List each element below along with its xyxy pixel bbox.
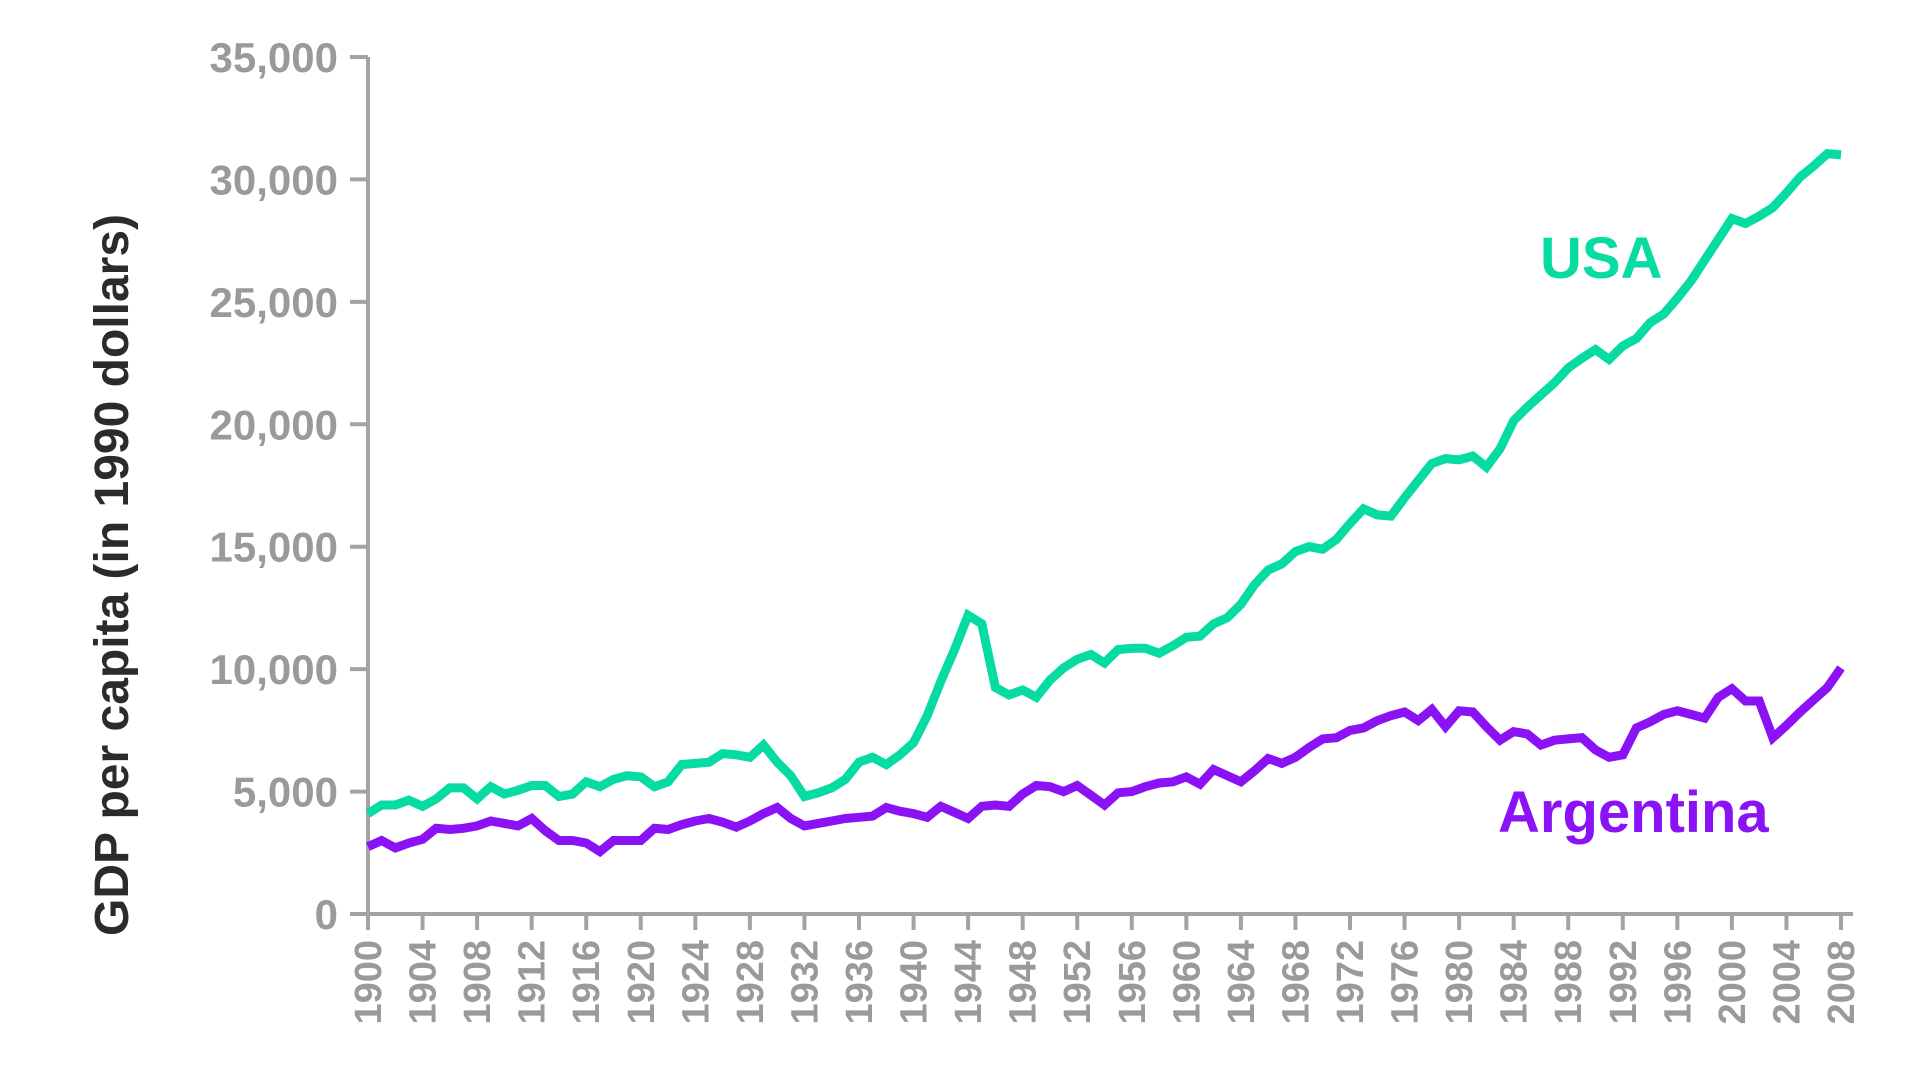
x-tick-label: 1924 — [675, 940, 717, 1025]
y-axis-title: GDP per capita (in 1990 dollars) — [86, 214, 139, 936]
series-label-argentina: Argentina — [1498, 780, 1769, 845]
series-label-usa: USA — [1540, 226, 1662, 291]
x-tick-label: 2004 — [1766, 940, 1808, 1025]
x-tick-label: 1928 — [730, 940, 772, 1025]
x-tick-label: 1976 — [1385, 940, 1427, 1025]
x-tick-label: 1944 — [948, 940, 990, 1025]
x-tick-label: 2000 — [1712, 940, 1754, 1025]
x-tick-label: 1904 — [403, 940, 445, 1025]
x-tick-label: 1988 — [1548, 940, 1590, 1025]
x-tick-label: 1972 — [1330, 940, 1372, 1025]
x-tick-label: 1900 — [348, 940, 390, 1025]
x-tick-label: 1920 — [621, 940, 663, 1025]
x-tick-label: 1996 — [1657, 940, 1699, 1025]
series-line-argentina — [366, 665, 1845, 858]
y-tick-label: 30,000 — [210, 156, 338, 203]
y-tick-label: 35,000 — [210, 34, 338, 81]
x-tick-label: 1940 — [894, 940, 936, 1025]
y-axis-ticks: 0 5,000 10,000 15,000 20,000 25,000 30,000 35,0… — [210, 34, 368, 938]
x-tick-label: 1984 — [1494, 940, 1536, 1025]
y-tick-label: 5,000 — [233, 769, 338, 816]
x-tick-label: 1964 — [1221, 940, 1263, 1025]
x-tick-label: 1912 — [512, 940, 554, 1025]
x-tick-label: 1908 — [457, 940, 499, 1025]
x-tick-label: 1980 — [1439, 940, 1481, 1025]
y-tick-label: 15,000 — [210, 524, 338, 571]
series-line-usa — [365, 149, 1842, 818]
series-lines — [365, 149, 1845, 858]
x-tick-label: 1936 — [839, 940, 881, 1025]
y-tick-label: 0 — [315, 891, 338, 938]
x-tick-label: 1948 — [1003, 940, 1045, 1025]
x-axis-ticks: 1900 1904 1908 1912 1916 1920 1924 1928 1932 1936… — [348, 914, 1863, 1025]
x-tick-label: 1916 — [566, 940, 608, 1025]
y-tick-label: 20,000 — [210, 401, 338, 448]
x-tick-label: 1956 — [1112, 940, 1154, 1025]
y-tick-label: 10,000 — [210, 646, 338, 693]
x-tick-label: 1952 — [1057, 940, 1099, 1025]
x-tick-label: 1960 — [1166, 940, 1208, 1025]
y-tick-label: 25,000 — [210, 279, 338, 326]
x-tick-label: 1992 — [1603, 940, 1645, 1025]
x-tick-label: 1932 — [784, 940, 826, 1025]
x-tick-label: 1968 — [1275, 940, 1317, 1025]
x-tick-label: 2008 — [1821, 940, 1863, 1025]
